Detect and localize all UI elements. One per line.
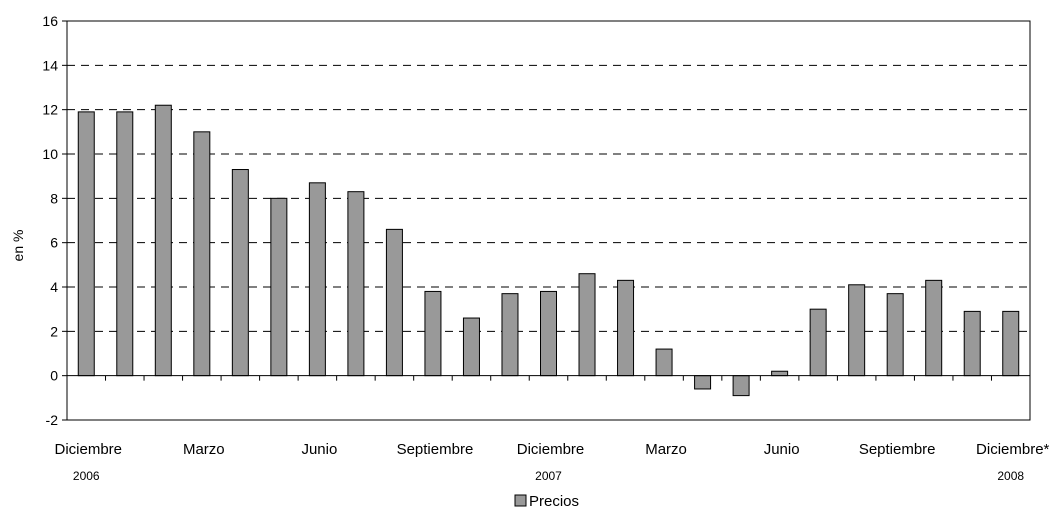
x-category-label: Marzo	[183, 441, 225, 458]
axes	[62, 20, 1031, 421]
bar	[617, 279, 635, 377]
bar	[578, 273, 596, 377]
x-category-label: Septiembre	[397, 441, 474, 458]
x-category-label: Junio	[764, 441, 800, 458]
gridlines	[67, 64, 1030, 332]
y-tick-label: 6	[50, 235, 58, 251]
bar	[963, 310, 981, 377]
x-category-label: Septiembre	[859, 441, 936, 458]
bar	[116, 111, 134, 377]
bar	[193, 131, 211, 377]
bar	[1002, 310, 1020, 377]
bar	[848, 284, 866, 377]
bar	[501, 293, 519, 377]
bar	[694, 375, 712, 390]
y-tick-label: 14	[42, 57, 58, 73]
x-year-labels: 2006 2007 2008	[73, 469, 1025, 483]
y-axis-label: en %	[10, 230, 26, 262]
bar	[308, 182, 326, 377]
bar	[424, 290, 442, 377]
x-year-label: 2007	[535, 469, 562, 483]
bar	[77, 111, 95, 377]
y-tick-label: -2	[46, 412, 59, 428]
bar	[809, 308, 827, 377]
bar	[462, 317, 480, 377]
x-category-label: Marzo	[645, 441, 687, 458]
x-year-label: 2008	[997, 469, 1024, 483]
bars	[77, 104, 1020, 397]
x-year-label: 2006	[73, 469, 100, 483]
x-category-label: Diciembre*	[976, 441, 1050, 458]
y-tick-label: 4	[50, 279, 58, 295]
legend-swatch-precios	[514, 494, 527, 507]
bar	[655, 348, 673, 377]
plot-area	[66, 20, 1031, 421]
bar	[231, 169, 249, 377]
x-category-label: Junio	[301, 441, 337, 458]
legend-label-precios: Precios	[529, 493, 579, 510]
y-tick-label: 2	[50, 323, 58, 339]
bar	[270, 197, 288, 377]
y-tick-label: 10	[42, 146, 58, 162]
x-category-label: Diciembre	[517, 441, 585, 458]
bar	[385, 228, 403, 377]
x-category-labels: Diciembre Marzo Junio Septiembre Diciembre Ma…	[55, 441, 1050, 458]
bar	[154, 104, 172, 377]
legend: Precios	[514, 493, 579, 510]
y-tick-label: 16	[42, 13, 58, 29]
y-tick-label: 0	[50, 368, 58, 384]
y-tick-label: 8	[50, 190, 58, 206]
bar	[886, 293, 904, 377]
bar	[925, 279, 943, 377]
y-tick-labels: -2 0 2 4 6 8 10 12 14 16	[42, 13, 58, 428]
x-category-label: Diciembre	[55, 441, 123, 458]
bar	[732, 375, 750, 397]
bar	[540, 290, 557, 377]
bar	[347, 191, 365, 377]
bar	[771, 370, 789, 377]
y-tick-label: 12	[42, 102, 58, 118]
